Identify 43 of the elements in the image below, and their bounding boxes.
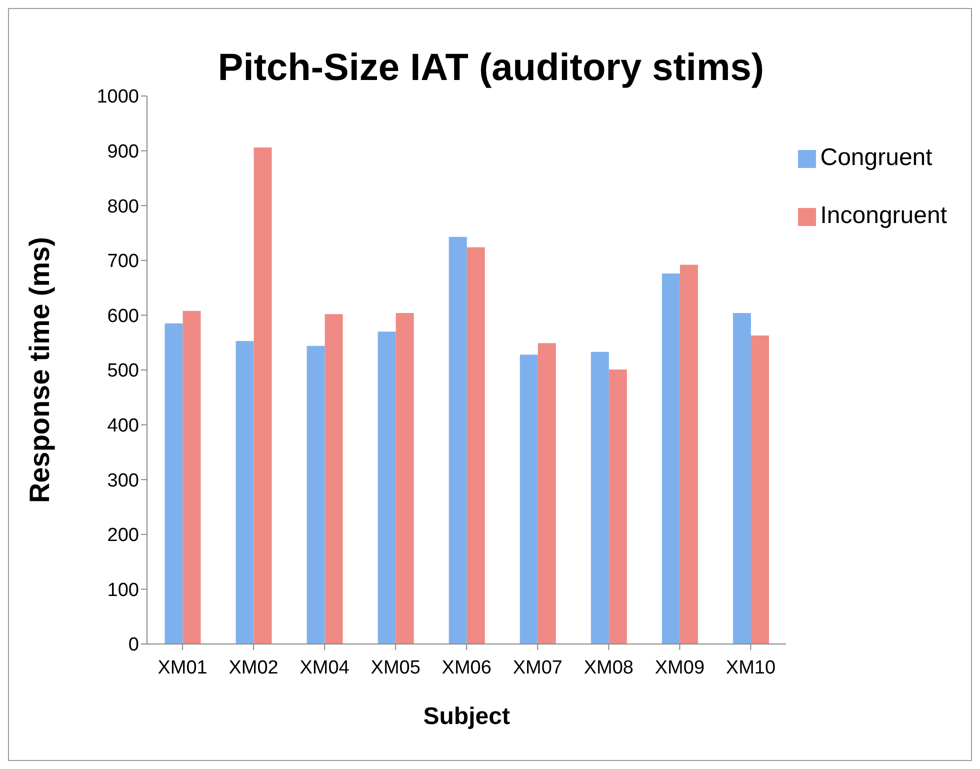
- x-tick-label: XM09: [654, 657, 705, 678]
- bar: [306, 346, 325, 644]
- bar: [538, 343, 556, 644]
- bar: [236, 340, 254, 644]
- bar: [732, 313, 751, 644]
- bar: [182, 310, 201, 644]
- chart-title: Pitch-Size IAT (auditory stims): [218, 47, 764, 89]
- y-tick-label: 300: [107, 470, 139, 492]
- y-tick-label: 900: [107, 142, 139, 163]
- y-tick-label: 500: [107, 360, 139, 382]
- bar: [164, 323, 183, 644]
- x-tick-label: XM08: [584, 657, 634, 678]
- legend-label: Congruent: [820, 144, 932, 171]
- x-tick-label: XM01: [158, 657, 208, 678]
- y-axis-title: Response time (ms): [24, 236, 55, 504]
- bar: [608, 369, 627, 644]
- y-tick-label: 700: [107, 251, 139, 272]
- bar: [466, 247, 485, 644]
- y-tick-label: 200: [107, 525, 139, 546]
- x-tick-label: XM06: [442, 657, 492, 678]
- x-tick-label: XM02: [228, 657, 278, 678]
- bar: [448, 236, 467, 644]
- bar: [680, 264, 698, 644]
- x-tick-label: XM07: [512, 657, 562, 678]
- x-tick-label: XM04: [300, 657, 350, 678]
- y-tick-label: 1000: [96, 86, 139, 108]
- bar: [378, 332, 396, 644]
- y-tick-label: 600: [107, 306, 139, 327]
- x-axis-title: Subject: [423, 703, 510, 730]
- bar: [396, 313, 414, 644]
- bar: [750, 335, 769, 644]
- bar: [662, 274, 680, 644]
- legend-label: Incongruent: [820, 202, 947, 229]
- x-tick-label: XM10: [726, 657, 776, 678]
- bar: [520, 354, 538, 644]
- y-tick-label: 800: [107, 196, 139, 218]
- bar: [254, 148, 272, 644]
- bar: [590, 352, 609, 644]
- y-tick-label: 100: [107, 580, 139, 601]
- y-tick-label: 400: [107, 416, 139, 437]
- x-tick-label: XM05: [370, 657, 420, 678]
- y-tick-label: 0: [128, 634, 139, 656]
- bar: [324, 314, 343, 644]
